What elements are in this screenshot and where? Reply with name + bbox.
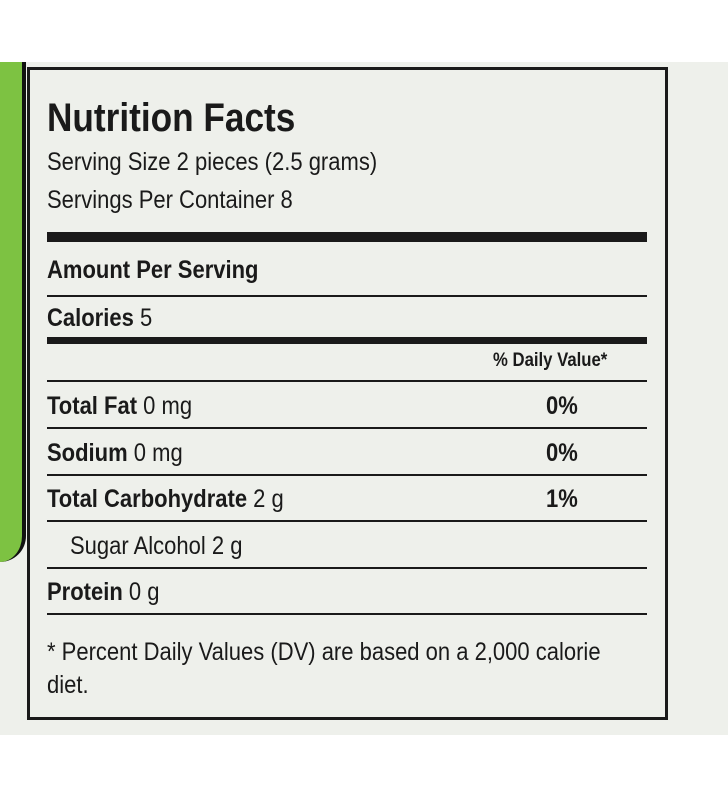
nutrient-amount: 0 mg	[143, 392, 193, 420]
calories-label: Calories	[47, 304, 134, 332]
serving-size: Serving Size 2 pieces (2.5 grams)	[47, 148, 378, 176]
daily-value-header: % Daily Value*	[493, 350, 608, 371]
nutrient-amount: 2 g	[253, 485, 284, 514]
rule	[47, 566, 647, 569]
rule	[47, 427, 647, 429]
daily-value: 1%	[546, 485, 578, 514]
nutrient-amount: 0 mg	[133, 438, 183, 467]
footnote: * Percent Daily Values (DV) are based on…	[47, 638, 601, 699]
nutrient-row: Sodium 0 mg	[47, 439, 183, 468]
nutrient-row: Total Carbohydrate 2 g	[47, 485, 284, 514]
calories: Calories 5	[47, 304, 152, 333]
rule	[47, 295, 647, 297]
daily-value: 0%	[546, 438, 578, 467]
rule	[47, 613, 647, 616]
nutrient-label: Sodium	[47, 438, 128, 467]
nutrient-row: Sugar Alcohol 2 g	[70, 532, 242, 561]
nutrient-label: Total Carbohydrate	[47, 485, 248, 514]
nutrient-row: Total Fat 0 mg	[47, 392, 192, 421]
rule	[47, 380, 647, 382]
label-border	[27, 67, 668, 720]
rule	[47, 473, 647, 476]
nutrient-label: Protein	[47, 578, 123, 607]
nutrient-label: Sugar Alcohol	[70, 531, 206, 560]
nutrient-amount: 2 g	[211, 531, 243, 560]
nutrient-label: Total Fat	[47, 392, 138, 420]
title: Nutrition Facts	[47, 96, 296, 140]
amount-per-serving: Amount Per Serving	[47, 256, 259, 284]
nutrient-amount: 0 g	[128, 578, 160, 607]
daily-value: 0%	[546, 392, 578, 420]
rule	[47, 520, 647, 523]
calories-amount: 5	[139, 304, 153, 332]
nutrient-row: Protein 0 g	[47, 578, 160, 607]
thick-rule	[47, 232, 647, 242]
medium-rule	[47, 337, 647, 344]
servings-per-container: Servings Per Container 8	[47, 186, 293, 214]
background-panel	[0, 62, 728, 735]
package-edge	[0, 62, 26, 562]
